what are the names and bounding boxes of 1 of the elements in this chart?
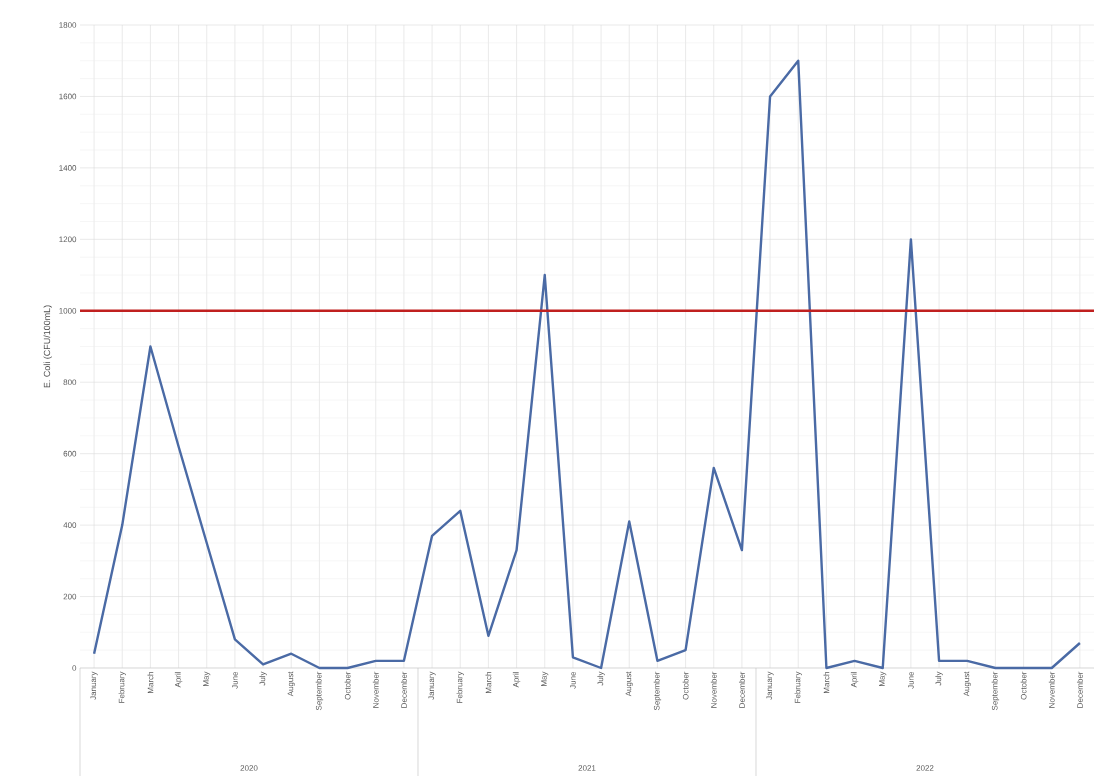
y-axis-title: E. Coli (CFU/100mL) <box>43 305 52 388</box>
